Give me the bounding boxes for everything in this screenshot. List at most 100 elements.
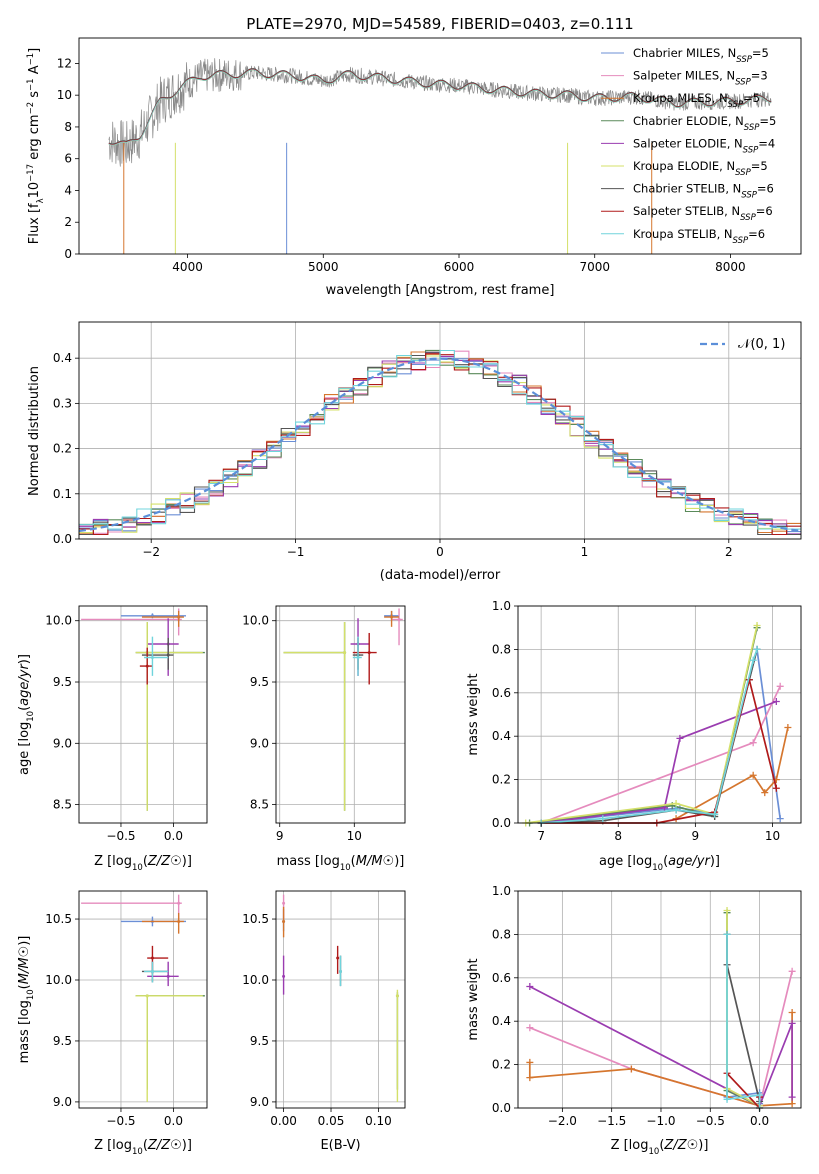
y-tick-label: 0.1 [53, 487, 72, 501]
plus-marker [526, 1024, 534, 1032]
plus-marker [753, 645, 761, 653]
plus-marker [672, 799, 680, 807]
plus-marker [676, 734, 684, 742]
x-tick-label: 0.00 [270, 1114, 297, 1128]
errorbar-kroupa-stelib [144, 636, 169, 676]
x-tick-label: 2 [725, 545, 733, 559]
x-tick-label: 8 [614, 829, 622, 843]
errorbar-kroupa-elodie [135, 994, 203, 1102]
series-line [540, 700, 777, 824]
data-point [177, 615, 181, 619]
plus-marker [749, 771, 757, 779]
data-point [397, 617, 401, 621]
legend-entry: 𝒩(0, 1) [738, 337, 785, 352]
panel-weight_vs_Z: −2.0 −1.5 −1.0 −0.5 0.0 0.0 0.2 0.4 0.6 0.8 1.0 mas… [466, 884, 802, 1157]
y-tick-label: 10.0 [242, 614, 269, 628]
axes-frame [275, 890, 406, 1109]
plus-marker [761, 789, 769, 797]
plus-marker [749, 656, 757, 664]
plus-marker [723, 930, 731, 938]
x-tick-label: 6000 [444, 260, 475, 274]
plot-area [522, 622, 792, 827]
errorbar-chabrier-elodie [283, 621, 347, 811]
model-spectrum-salpeter-stelib [108, 68, 772, 145]
legend-entry: Chabrier MILES, NSSP=5 [633, 46, 769, 65]
legend: Chabrier MILES, NSSP=5 Salpeter MILES, NS… [601, 46, 776, 246]
y-tick-label: 0.0 [53, 532, 72, 546]
y-axis-label: Flux [fλ10−17 erg cm−2 s−1 A−1] [26, 48, 46, 244]
y-tick-label: 9.0 [53, 736, 72, 750]
data-point [150, 956, 154, 960]
series-kroupa-stelib [537, 645, 761, 827]
panel-mass_vs_ebv: 0.00 0.05 0.10 9.0 9.5 10.0 10.5 E(B-V) [242, 890, 406, 1153]
plus-marker [772, 784, 780, 792]
y-tick-label: 8 [64, 120, 72, 134]
y-axis-label: Normed distribution [27, 366, 42, 496]
data-point [282, 919, 286, 923]
panel-mass_vs_Z: −0.5 0.0 9.0 9.5 10.0 10.5 mass [log10(M/M☉)] Z… [17, 890, 208, 1157]
series-line [540, 685, 781, 824]
y-tick-label: 0.6 [492, 971, 511, 985]
data-point [356, 655, 360, 659]
y-tick-label: 9.5 [250, 675, 269, 689]
y-tick-label: 10.5 [45, 912, 72, 926]
y-tick-label: 8.5 [53, 798, 72, 812]
panel-age_vs_mass: 9 10 8.5 9.0 9.5 10.0 mass [log10(M/M☉)] [242, 605, 406, 873]
y-tick-label: 9.0 [250, 736, 269, 750]
y-tick-label: 6 [64, 152, 72, 166]
x-tick-label: −0.5 [106, 829, 135, 843]
x-axis-label: E(B-V) [320, 1138, 360, 1153]
y-tick-label: 9.5 [53, 675, 72, 689]
axes-frame [78, 37, 802, 255]
series-chabrier-elodie [526, 624, 761, 827]
x-tick-label: 4000 [172, 260, 203, 274]
series-kroupa-elodie [723, 907, 764, 1110]
errorbar-salpeter-stelib [139, 647, 153, 685]
errorbar-salpeter-stelib [336, 945, 340, 974]
y-tick-label: 0 [64, 247, 72, 261]
y-tick-label: 4 [64, 183, 72, 197]
y-tick-label: 10.5 [242, 912, 269, 926]
plus-marker [599, 815, 607, 823]
data-point [282, 901, 286, 905]
panel-spectrum: 4000 5000 6000 7000 8000 0 2 4 6 8 10 12 Flux [fλ10−… [26, 37, 802, 298]
legend-entry: Kroupa MILES, NSSP=5 [633, 91, 760, 110]
series-line [525, 625, 758, 824]
x-tick-label: 0.0 [164, 829, 183, 843]
plot-area [526, 907, 796, 1112]
x-tick-label: −2 [142, 545, 160, 559]
data-point [145, 664, 149, 668]
plus-marker [776, 815, 784, 823]
errorbar-kroupa-stelib [352, 636, 362, 676]
legend-entry: Salpeter STELIB, NSSP=6 [633, 204, 773, 223]
plot-area [283, 608, 403, 811]
plus-marker [526, 1058, 534, 1066]
y-tick-label: 0.6 [492, 686, 511, 700]
y-tick-label: 9.0 [53, 1095, 72, 1109]
plus-marker [788, 1100, 796, 1108]
data-point [145, 994, 149, 998]
y-tick-label: 9.5 [53, 1034, 72, 1048]
plus-marker [756, 1091, 764, 1099]
y-axis-label: mass weight [466, 673, 481, 755]
data-point [336, 956, 340, 960]
panel-residuals: −2 −1 0 1 2 0.0 0.1 0.2 0.3 0.4 𝒩(0, 1) Normed dist… [27, 321, 802, 583]
data-point [282, 974, 286, 978]
errorbar-kroupa-stelib [144, 961, 169, 983]
series-chabrier-miles [723, 930, 764, 1108]
model-spectrum-kroupa-stelib [108, 69, 772, 146]
errorbar-kroupa-elodie [283, 621, 347, 811]
errorbar-kroupa-elodie [395, 989, 399, 1102]
axes-frame [517, 890, 802, 1109]
y-tick-label: 0.8 [492, 642, 511, 656]
legend-entry: Salpeter ELODIE, NSSP=4 [633, 136, 775, 155]
x-tick-label: −2.0 [548, 1114, 577, 1128]
legend-entry: Salpeter MILES, NSSP=3 [633, 69, 768, 88]
errorbar-kroupa-miles [141, 610, 184, 627]
y-tick-label: 9.5 [250, 1034, 269, 1048]
plus-marker [526, 982, 534, 990]
y-tick-label: 10.0 [45, 614, 72, 628]
legend-entry: Kroupa STELIB, NSSP=6 [633, 227, 765, 246]
errorbar-kroupa-miles [141, 912, 184, 934]
errorbar-salpeter-stelib [352, 632, 377, 685]
